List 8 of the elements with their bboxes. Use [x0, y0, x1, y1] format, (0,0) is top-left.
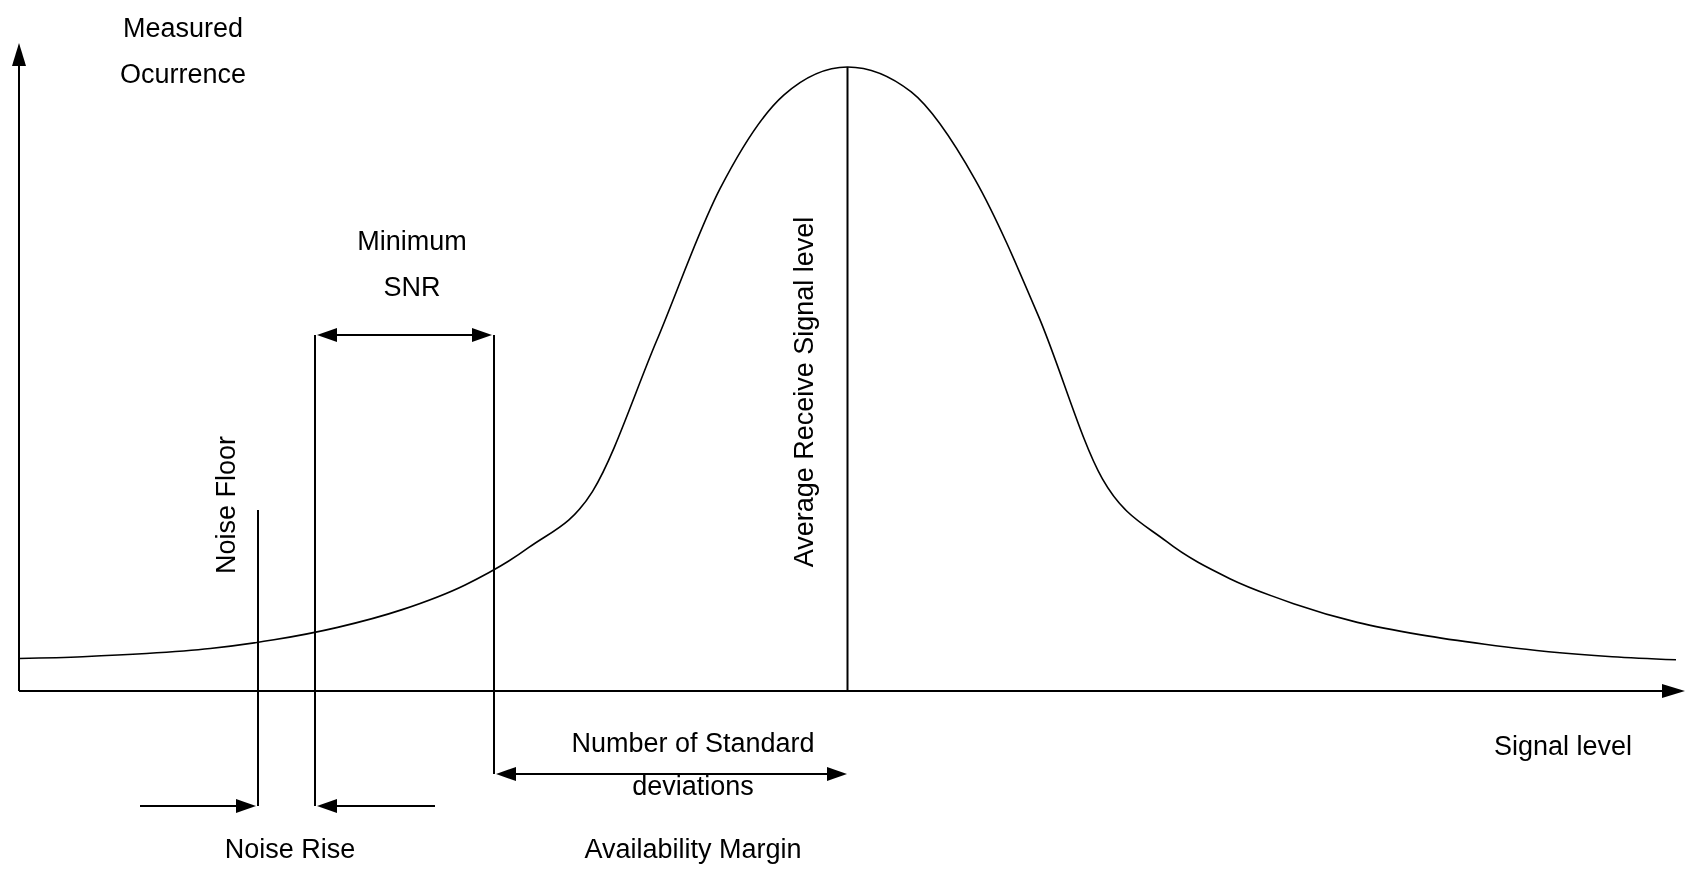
annotation: Average Receive Signal level — [789, 216, 819, 568]
y-axis-title: Measured Ocurrence — [119, 13, 247, 89]
text: Number of Standard deviations — [571, 728, 815, 801]
x-axis-title: Signal level — [1493, 731, 1633, 761]
text: Availability Margin — [584, 834, 802, 864]
annotation: Noise Floor — [211, 435, 241, 575]
text: Noise Rise — [224, 834, 356, 864]
annotation: Minimum SNR — [357, 226, 467, 302]
